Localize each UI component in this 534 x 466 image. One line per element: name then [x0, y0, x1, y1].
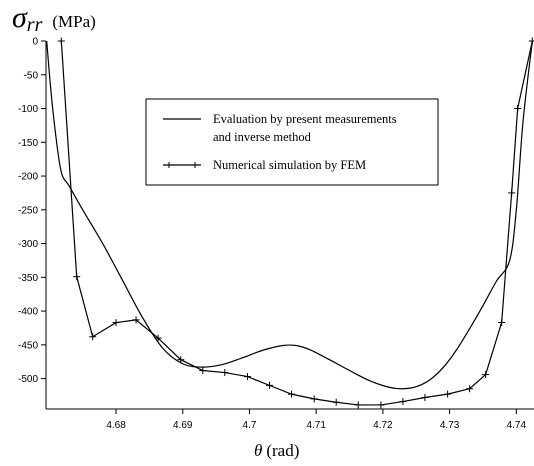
legend-fem-marker [166, 162, 198, 168]
y-tick-label: -50 [24, 70, 39, 81]
legend: Evaluation by present measurements and i… [145, 98, 439, 186]
fem-point-marker [332, 398, 340, 406]
fem-point-marker [399, 398, 407, 406]
y-axis-symbol: σ [12, 1, 28, 34]
y-axis-subscript: rr [27, 14, 43, 36]
legend-label-fem: Numerical simulation by FEM [213, 158, 366, 172]
axes [45, 41, 534, 410]
y-tick-label: -150 [18, 138, 38, 149]
fem-point-marker [221, 369, 229, 377]
fem-point-marker [528, 37, 534, 45]
y-tick-label: -100 [18, 104, 38, 115]
fem-point-marker [498, 319, 506, 327]
fem-point-marker [514, 105, 522, 113]
x-tick-label: 4.69 [173, 420, 193, 431]
fem-point-marker [132, 316, 140, 324]
fem-point-marker [177, 356, 185, 364]
x-tick-label: 4.68 [106, 420, 126, 431]
legend-label-evaluation-line1: Evaluation by present measurements [213, 112, 397, 126]
legend-box [145, 98, 439, 186]
x-axis-label: θ (rad) [254, 441, 299, 460]
fem-point-marker [57, 37, 65, 45]
fem-point-marker [112, 319, 120, 327]
y-tick-label: -400 [18, 307, 38, 318]
fem-point-marker [508, 189, 516, 197]
y-tick-label: -450 [18, 340, 38, 351]
x-tick-label: 4.71 [306, 420, 326, 431]
series-fem-line [60, 40, 533, 406]
fem-point-marker [243, 373, 251, 381]
y-axis-unit: (MPa) [52, 12, 95, 31]
y-tick-label: 0 [32, 37, 38, 48]
fem-point-marker [199, 367, 207, 375]
fem-point-marker [89, 333, 97, 341]
x-axis-unit: (rad) [266, 441, 299, 460]
plot-area [46, 37, 534, 409]
fem-point-marker [73, 273, 81, 281]
y-tick-label: -300 [18, 239, 38, 250]
fem-point-marker [482, 371, 490, 379]
legend-label-evaluation-line2: and inverse method [213, 130, 312, 144]
fem-point-marker [444, 390, 452, 398]
y-tick-label: -350 [18, 273, 38, 284]
y-tick-label: -250 [18, 205, 38, 216]
x-tick-label: 4.74 [507, 420, 527, 431]
fem-point-marker [154, 334, 162, 342]
x-tick-label: 4.7 [243, 420, 257, 431]
y-tick-label: -200 [18, 172, 38, 183]
fem-point-marker [377, 401, 385, 409]
y-tick-label: -500 [18, 374, 38, 385]
y-ticks: 0 -50 -100 -150 -200 -250 -300 -350 -400 -450 -500 [18, 37, 46, 385]
x-ticks: 4.68 4.69 4.7 4.71 4.72 4.73 4.74 [106, 409, 526, 431]
fem-point-marker [421, 394, 429, 402]
fem-point-marker [466, 385, 474, 393]
x-tick-label: 4.72 [373, 420, 393, 431]
y-axis-label: σrr (MPa) [12, 1, 96, 36]
fem-point-marker [265, 381, 273, 389]
x-tick-label: 4.73 [440, 420, 460, 431]
fem-point-marker [288, 390, 296, 398]
x-axis-symbol: θ [254, 441, 262, 460]
fem-point-marker [310, 395, 318, 403]
fem-point-marker [354, 401, 362, 409]
series-evaluation-line [46, 40, 533, 390]
